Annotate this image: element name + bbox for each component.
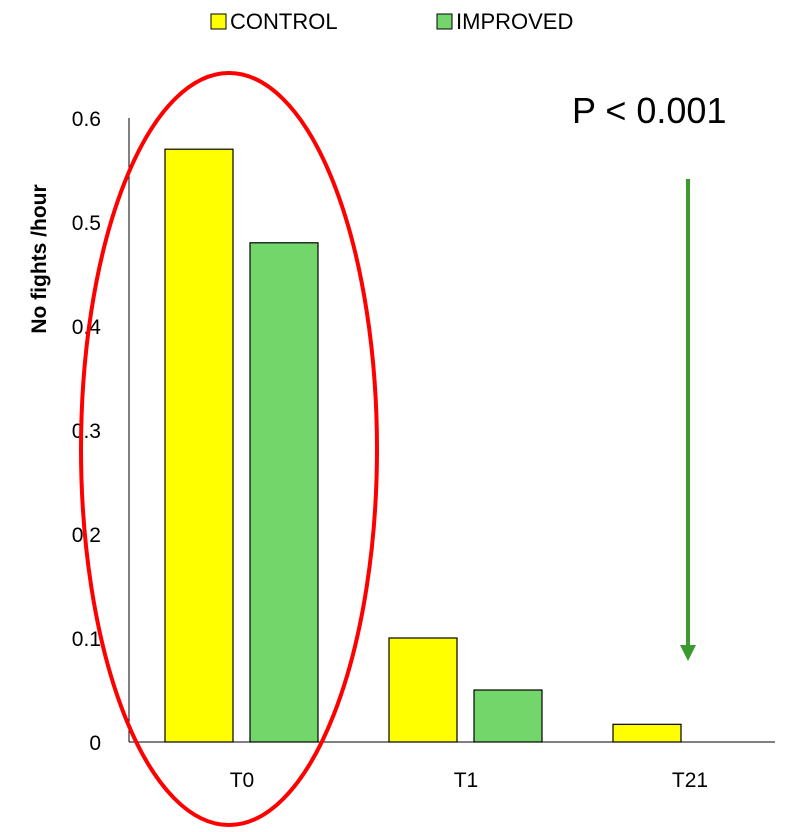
y-tick-label: 0.6 [72, 108, 101, 131]
legend-label-control: CONTROL [230, 9, 338, 34]
y-tick-label: 0.1 [72, 628, 101, 651]
highlight-ellipse [79, 71, 379, 827]
y-axis-label: No fights /hour [28, 184, 51, 333]
legend-label-improved: IMPROVED [456, 9, 573, 34]
y-tick-labels: 0 0.1 0.2 0.3 0.4 0.5 0.6 [72, 108, 102, 755]
legend-swatch-improved [436, 13, 453, 30]
legend-swatch-control [210, 13, 227, 30]
bar-control-t0 [164, 148, 234, 743]
down-arrow-icon [680, 179, 696, 661]
y-tick-label: 0.4 [72, 316, 102, 339]
bar-improved-t1 [473, 689, 543, 743]
bar-control-t1 [388, 637, 458, 743]
legend: CONTROL IMPROVED [210, 9, 573, 34]
bar-control-t21 [612, 723, 682, 743]
x-tick-label-t21: T21 [672, 769, 708, 792]
y-tick-label: 0.3 [72, 420, 101, 443]
bar-improved-t0 [249, 242, 319, 743]
x-tick-label-t1: T1 [454, 769, 479, 792]
x-tick-labels: T0 T1 T21 [230, 769, 708, 792]
bars [164, 148, 682, 743]
y-tick-label: 0.5 [72, 212, 101, 235]
x-tick-label-t0: T0 [230, 769, 255, 792]
p-value-annotation: P < 0.001 [572, 90, 726, 131]
y-tick-label: 0 [89, 732, 101, 755]
